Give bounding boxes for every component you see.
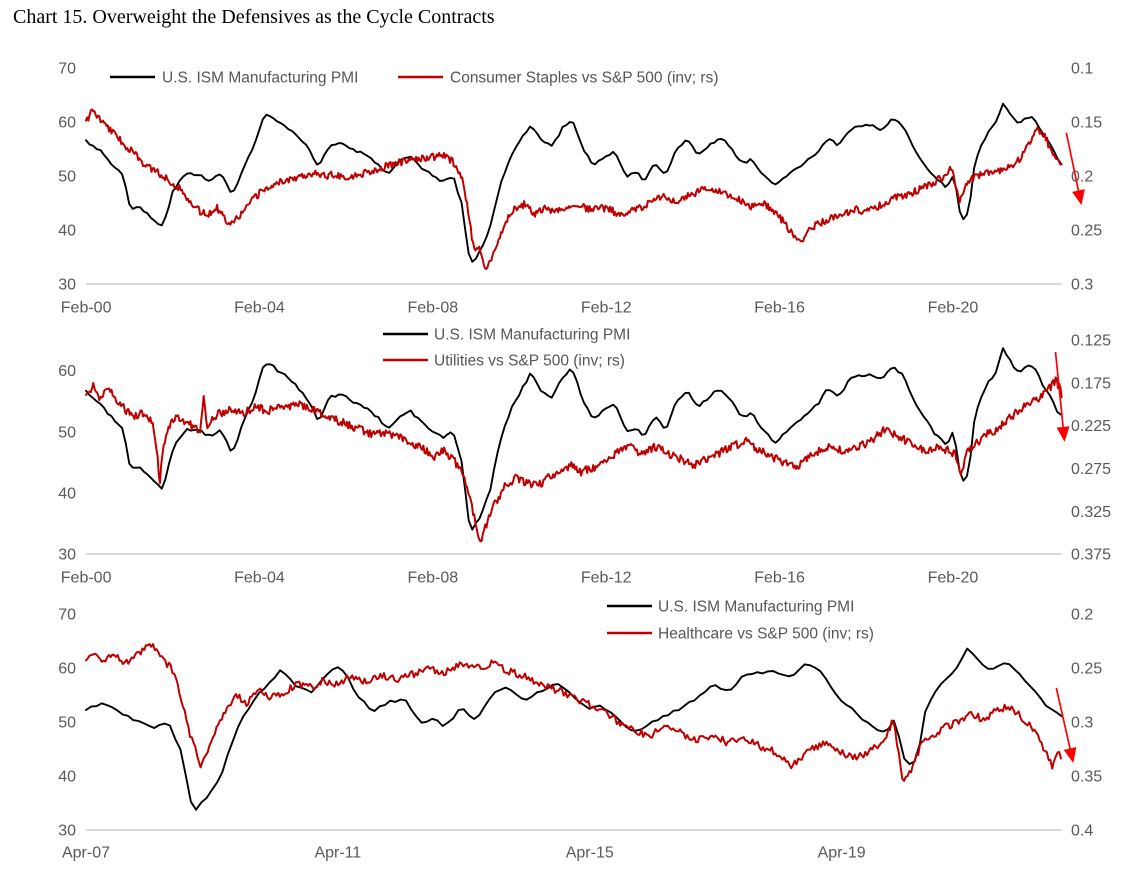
x-axis-tick-label: Feb-12 bbox=[581, 300, 632, 317]
x-axis-tick-label: Apr-07 bbox=[62, 845, 110, 862]
right-axis-tick-label: 0.3 bbox=[1071, 715, 1093, 732]
right-axis-tick-label: 0.225 bbox=[1071, 418, 1111, 435]
legend-label: Utilities vs S&P 500 (inv; rs) bbox=[434, 352, 625, 369]
series-line-ism-pmi bbox=[85, 647, 1063, 811]
left-axis-tick-label: 30 bbox=[58, 277, 76, 294]
right-axis-tick-label: 0.325 bbox=[1071, 504, 1111, 521]
series-line-ism-pmi bbox=[85, 347, 1062, 531]
series-line-ism-pmi bbox=[85, 102, 1062, 263]
trend-arrow-head-icon bbox=[1056, 426, 1070, 442]
right-axis-tick-label: 0.1 bbox=[1071, 61, 1093, 78]
x-axis-tick-label: Feb-16 bbox=[754, 300, 805, 317]
legend-label: U.S. ISM Manufacturing PMI bbox=[434, 326, 630, 343]
figure-title: Chart 15. Overweight the Defensives as t… bbox=[13, 6, 495, 28]
trend-arrow-shaft bbox=[1065, 132, 1080, 191]
right-axis-tick-label: 0.125 bbox=[1071, 333, 1111, 350]
left-axis-tick-label: 50 bbox=[58, 715, 76, 732]
x-axis-tick-label: Feb-20 bbox=[928, 300, 979, 317]
left-axis-tick-label: 40 bbox=[58, 769, 76, 786]
right-axis-tick-label: 0.25 bbox=[1071, 661, 1102, 678]
left-axis-tick-label: 60 bbox=[58, 661, 76, 678]
chart-utilities: 60 50 40 30 0.125 0.175 0.225 0.275 0.325 0.375 Fe… bbox=[58, 326, 1111, 586]
right-axis-tick-label: 0.15 bbox=[1071, 115, 1102, 132]
right-axis-tick-label: 0.3 bbox=[1071, 277, 1093, 294]
legend-label: Healthcare vs S&P 500 (inv; rs) bbox=[658, 625, 874, 642]
left-axis-tick-label: 70 bbox=[58, 607, 76, 624]
left-axis-tick-label: 50 bbox=[58, 424, 76, 441]
x-axis-tick-label: Feb-00 bbox=[61, 570, 112, 587]
legend-label: Consumer Staples vs S&P 500 (inv; rs) bbox=[450, 69, 719, 86]
left-axis-tick-label: 70 bbox=[58, 61, 76, 78]
left-axis-tick-label: 50 bbox=[58, 169, 76, 186]
chart-healthcare: 70 60 50 40 30 0.2 0.25 0.3 0.35 0.4 Apr-07 Apr-11 A… bbox=[58, 598, 1102, 861]
left-axis-tick-label: 30 bbox=[58, 823, 76, 840]
right-axis-tick-label: 0.4 bbox=[1071, 823, 1093, 840]
x-axis-tick-label: Feb-04 bbox=[234, 300, 285, 317]
right-axis-tick-label: 0.25 bbox=[1071, 223, 1102, 240]
x-axis-tick-label: Feb-16 bbox=[754, 570, 805, 587]
trend-arrow-head-icon bbox=[1063, 746, 1077, 764]
left-axis-tick-label: 40 bbox=[58, 485, 76, 502]
legend-label: U.S. ISM Manufacturing PMI bbox=[658, 598, 854, 615]
trend-arrow-shaft bbox=[1054, 351, 1064, 428]
right-axis-tick-label: 0.175 bbox=[1071, 375, 1111, 392]
x-axis-tick-label: Feb-08 bbox=[407, 300, 458, 317]
x-axis-tick-label: Feb-20 bbox=[928, 570, 979, 587]
x-axis-tick-label: Apr-11 bbox=[314, 845, 361, 862]
x-axis-tick-label: Apr-15 bbox=[566, 845, 614, 862]
left-axis-tick-label: 60 bbox=[58, 363, 76, 380]
right-axis-tick-label: 0.2 bbox=[1071, 607, 1093, 624]
x-axis-tick-label: Feb-12 bbox=[581, 570, 632, 587]
left-axis-tick-label: 60 bbox=[58, 115, 76, 132]
x-axis-tick-label: Feb-00 bbox=[61, 300, 112, 317]
series-line-staples bbox=[85, 108, 1063, 270]
series-line-healthcare bbox=[85, 643, 1062, 782]
left-axis-tick-label: 40 bbox=[58, 223, 76, 240]
series-line-utilities bbox=[85, 376, 1063, 543]
right-axis-tick-label: 0.35 bbox=[1071, 769, 1102, 786]
legend-label: U.S. ISM Manufacturing PMI bbox=[162, 69, 358, 86]
left-axis-tick-label: 30 bbox=[58, 547, 76, 564]
x-axis-tick-label: Apr-19 bbox=[818, 845, 866, 862]
x-axis-tick-label: Feb-04 bbox=[234, 570, 285, 587]
trend-arrow-shaft bbox=[1055, 687, 1071, 749]
trend-arrow-head-icon bbox=[1072, 189, 1085, 206]
right-axis-tick-label: 0.275 bbox=[1071, 461, 1111, 478]
x-axis-tick-label: Feb-08 bbox=[407, 570, 458, 587]
right-axis-tick-label: 0.375 bbox=[1071, 547, 1111, 564]
